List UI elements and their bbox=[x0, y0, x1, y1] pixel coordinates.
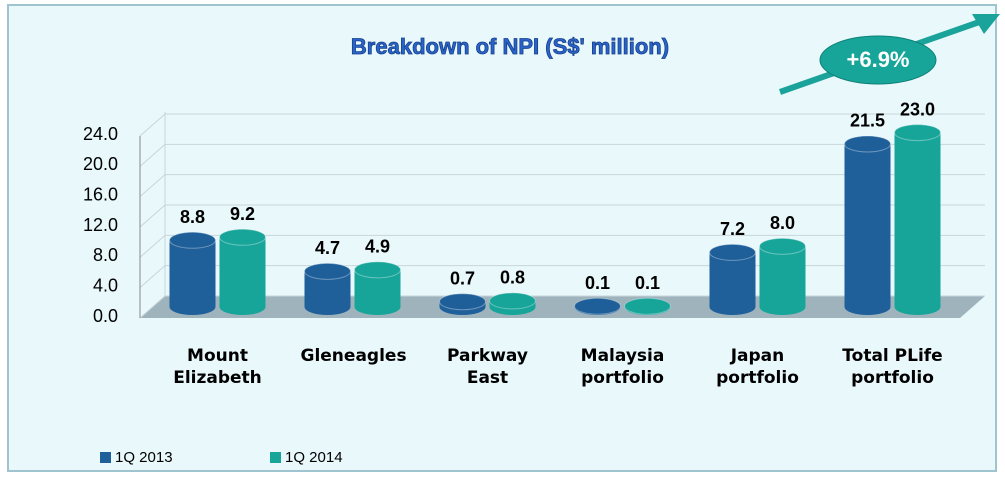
chart-title: Breakdown of NPI (S$' million) bbox=[351, 34, 669, 59]
value-label: 23.0 bbox=[900, 99, 935, 119]
bar bbox=[709, 244, 756, 315]
y-tick-label: 0.0 bbox=[93, 306, 118, 326]
bar-cap bbox=[354, 261, 401, 279]
bar-cap bbox=[304, 262, 351, 280]
bar-cap bbox=[439, 293, 486, 311]
grid-line bbox=[139, 204, 985, 228]
grid-line bbox=[139, 174, 985, 198]
y-tick-label: 20.0 bbox=[83, 154, 118, 174]
bar-cap bbox=[219, 228, 266, 246]
x-tick-label: Japan portfolio bbox=[716, 346, 799, 388]
value-label: 7.2 bbox=[720, 219, 745, 239]
bar bbox=[169, 232, 216, 315]
x-tick-label: Mount Elizabeth bbox=[173, 346, 262, 388]
grid-line bbox=[139, 234, 985, 258]
value-label: 21.5 bbox=[850, 111, 885, 131]
bar bbox=[844, 135, 891, 315]
y-tick-label: 12.0 bbox=[83, 215, 118, 235]
bar-cap bbox=[709, 243, 756, 261]
value-label: 9.2 bbox=[230, 204, 255, 224]
x-tick-label: Malaysia portfolio bbox=[580, 346, 665, 388]
y-tick-label: 24.0 bbox=[83, 124, 118, 144]
x-tick-label: Total PLife portfolio bbox=[842, 346, 943, 388]
bar-cap bbox=[894, 124, 941, 142]
bar-cap bbox=[489, 292, 536, 310]
bar-cap bbox=[624, 297, 671, 315]
legend-label: 1Q 2014 bbox=[285, 449, 343, 466]
legend-swatch bbox=[270, 452, 281, 463]
bar-cap bbox=[759, 237, 806, 255]
growth-badge bbox=[819, 35, 937, 85]
y-tick-label: 16.0 bbox=[83, 184, 118, 204]
grid-line bbox=[139, 143, 985, 167]
bar bbox=[219, 229, 266, 315]
y-tick-label: 8.0 bbox=[93, 245, 118, 265]
bar-cap bbox=[574, 297, 621, 315]
bar-cap bbox=[169, 231, 216, 249]
value-label: 0.1 bbox=[585, 273, 610, 293]
x-tick-label: Gleneagles bbox=[300, 346, 407, 366]
value-label: 0.7 bbox=[450, 268, 475, 288]
bar bbox=[894, 124, 941, 315]
value-label: 4.7 bbox=[315, 238, 340, 258]
growth-arrow-head bbox=[972, 14, 1000, 34]
legend-label: 1Q 2013 bbox=[115, 449, 173, 466]
growth-label: +6.9% bbox=[847, 47, 910, 72]
bar-cap bbox=[844, 135, 891, 153]
value-label: 4.9 bbox=[365, 237, 390, 257]
value-label: 8.0 bbox=[770, 213, 795, 233]
bar bbox=[759, 238, 806, 315]
y-tick-label: 4.0 bbox=[93, 275, 118, 295]
value-label: 8.8 bbox=[180, 207, 205, 227]
x-tick-label: Parkway East bbox=[447, 346, 528, 388]
legend-swatch bbox=[100, 452, 111, 463]
value-label: 0.8 bbox=[500, 268, 525, 288]
grid-line bbox=[139, 113, 985, 137]
value-label: 0.1 bbox=[635, 273, 660, 293]
